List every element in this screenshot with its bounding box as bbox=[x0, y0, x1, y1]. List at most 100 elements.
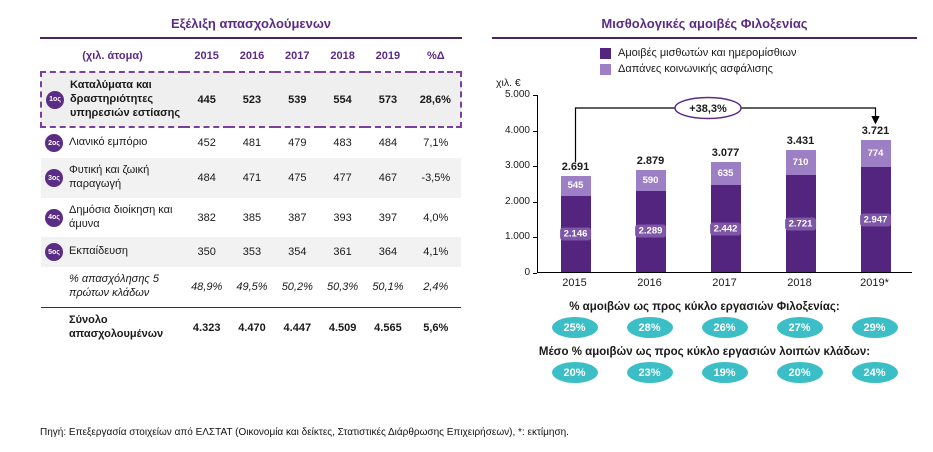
bar-segment-wages: 2.442 bbox=[709, 185, 742, 272]
wages-value-label: 2.721 bbox=[784, 217, 817, 231]
pct-badge: 29% bbox=[851, 317, 898, 338]
table-cell: 353 bbox=[242, 246, 262, 259]
sector-label-inner: % απασχόλησης 5 πρώτων κλάδων bbox=[45, 273, 182, 301]
table-cell: 7,1% bbox=[423, 137, 449, 150]
pct-badge: 27% bbox=[776, 317, 823, 338]
pct-badge: 25% bbox=[551, 317, 598, 338]
table-cell: 5,6% bbox=[410, 306, 461, 348]
bar-segment-social: 590 bbox=[635, 169, 666, 191]
x-axis-label: 2015 bbox=[562, 277, 587, 289]
table-cell: 475 bbox=[288, 172, 307, 184]
table-cell: 364 bbox=[378, 246, 398, 259]
table-cell: 4,0% bbox=[423, 211, 449, 224]
sector-label-inner: Σύνολο απασχολουμένων bbox=[45, 314, 182, 342]
y-tick-label: 2.000 bbox=[504, 195, 530, 207]
year-column-header: 2017 bbox=[274, 41, 320, 73]
pct-sections: % αμοιβών ως προς κύκλο εργασιών Φιλοξεν… bbox=[492, 301, 917, 383]
pct-oval-row: 25% 28% 26% 27% 29% bbox=[537, 317, 912, 338]
pct-cell: 29% bbox=[837, 317, 912, 338]
employment-table: (χιλ. άτομα) 2015 2016 2017 2018 2019 %Δ 1ος Κα… bbox=[39, 41, 463, 348]
wages-value-label: 2.442 bbox=[709, 222, 742, 236]
x-axis-label: 2016 bbox=[637, 277, 662, 289]
year-column-header: 2015 bbox=[184, 41, 230, 73]
table-cell: 2,4% bbox=[423, 281, 449, 293]
table-cell: 484 bbox=[197, 172, 216, 184]
bar-segment-social: 545 bbox=[560, 176, 591, 196]
right-panel-title: Μισθολογικές αμοιβές Φιλοξενίας bbox=[492, 16, 917, 39]
bar-segment-wages: 2.146 bbox=[559, 195, 592, 272]
pct-hospitality-heading: % αμοιβών ως προς κύκλο εργασιών Φιλοξεν… bbox=[569, 301, 840, 313]
y-tick-mark bbox=[533, 95, 537, 96]
sector-label: % απασχόλησης 5 πρώτων κλάδων bbox=[69, 273, 159, 299]
pct-cell: 20% bbox=[762, 362, 837, 383]
bar-segment-social: 635 bbox=[710, 162, 741, 186]
table-cell: 4.323 bbox=[184, 306, 230, 348]
sector-label-cell: 3ος Φυτική και ζωική παραγωγή bbox=[41, 158, 184, 198]
year-column-header: 2019 bbox=[365, 41, 411, 73]
sector-label-inner: 2ος Λιανικό εμπόριο bbox=[45, 134, 182, 153]
y-tick-label: 5.000 bbox=[504, 89, 530, 100]
table-cell: 573 bbox=[365, 70, 411, 129]
bar-segment-wages: 2.947 bbox=[859, 167, 892, 272]
table-cell: 361 bbox=[333, 246, 352, 259]
pct-badge: 20% bbox=[776, 362, 823, 383]
table-row: 1ος Καταλύματα και δραστηριότητες υπηρεσι… bbox=[39, 70, 463, 129]
pct-cell: 27% bbox=[762, 317, 837, 338]
table-cell: 484 bbox=[378, 137, 398, 150]
table-row: % απασχόλησης 5 πρώτων κλάδων 48,9% 49,5% 5… bbox=[41, 267, 461, 307]
pct-badge: 28% bbox=[626, 317, 673, 338]
table-cell: 385 bbox=[242, 211, 262, 224]
sector-label-inner: 1ος Καταλύματα και δραστηριότητες υπηρεσι… bbox=[46, 79, 182, 120]
table-cell: 4,1% bbox=[423, 246, 449, 259]
bar-column: 2.947 774 3.721 bbox=[838, 95, 913, 272]
source-note: Πηγή: Επεξεργασία στοιχείων από ΕΛΣΤΑΤ (… bbox=[40, 427, 569, 438]
legend-item: Αμοιβές μισθωτών και ημερομίσθιων bbox=[600, 47, 917, 59]
pct-badge: 26% bbox=[701, 317, 748, 338]
pct-badge: 20% bbox=[551, 362, 598, 383]
pct-cell: 26% bbox=[687, 317, 762, 338]
year-column-header: 2018 bbox=[319, 41, 366, 73]
rank-badge: 3ος bbox=[45, 169, 63, 187]
legend-swatch bbox=[600, 47, 611, 59]
pct-oval-row: 20% 23% 19% 20% 24% bbox=[537, 362, 912, 383]
chart-plot: 2.146 545 2.691 2.289 590 2.879 2.442 635 3.077 2… bbox=[537, 95, 912, 273]
table-cell: 382 bbox=[197, 211, 216, 224]
bar-total-label: 3.077 bbox=[711, 147, 740, 160]
pct-cell: 19% bbox=[687, 362, 762, 383]
table-cell: 4.565 bbox=[365, 306, 411, 348]
sector-label-cell: 4ος Δημόσια διοίκηση και άμυνα bbox=[41, 198, 184, 238]
bar-segment-social: 710 bbox=[785, 149, 816, 176]
sector-label: Δημόσια διοίκηση και άμυνα bbox=[69, 203, 173, 230]
social-value-label: 710 bbox=[792, 157, 809, 168]
table-cell: 481 bbox=[242, 137, 262, 150]
rank-badge: 4ος bbox=[45, 208, 63, 227]
left-panel-title: Εξέλιξη απασχολούμενων bbox=[40, 16, 462, 39]
table-row: 2ος Λιανικό εμπόριο 452 481 479 483 484 7,1% bbox=[41, 127, 461, 158]
bar-segment-social: 774 bbox=[860, 139, 891, 168]
unit-header: (χιλ. άτομα) bbox=[41, 41, 185, 73]
table-row: 5ος Εκπαίδευση 350 353 354 361 364 4,1% bbox=[41, 237, 461, 268]
table-row: 3ος Φυτική και ζωική παραγωγή 484 471 475 477… bbox=[41, 158, 461, 198]
table-cell: 452 bbox=[197, 137, 216, 150]
sector-label: Σύνολο απασχολουμένων bbox=[69, 313, 164, 340]
table-cell: 350 bbox=[197, 246, 216, 259]
sector-label-inner: 3ος Φυτική και ζωική παραγωγή bbox=[45, 164, 182, 192]
pct-cell: 23% bbox=[612, 362, 687, 383]
legend-swatch bbox=[600, 63, 611, 75]
sector-label-cell: Σύνολο απασχολουμένων bbox=[41, 306, 185, 348]
pct-cell: 28% bbox=[612, 317, 687, 338]
table-cell: 523 bbox=[229, 70, 275, 129]
y-axis-unit-label: χιλ. € bbox=[496, 77, 521, 89]
table-cell: 28,6% bbox=[410, 70, 463, 129]
y-tick-label: 0 bbox=[524, 267, 530, 278]
x-axis-label: 2017 bbox=[712, 277, 737, 289]
bar-column: 2.289 590 2.879 bbox=[613, 95, 688, 272]
y-tick-label: 4.000 bbox=[504, 124, 530, 136]
pct-cell: 24% bbox=[837, 362, 912, 383]
wages-panel: Μισθολογικές αμοιβές Φιλοξενίας Αμοιβές … bbox=[492, 16, 917, 383]
y-tick-mark bbox=[533, 273, 537, 274]
sector-label: Καταλύματα και δραστηριότητες υπηρεσιών … bbox=[70, 79, 181, 119]
sector-label: Φυτική και ζωική παραγωγή bbox=[69, 164, 150, 190]
bar-segment-wages: 2.289 bbox=[634, 190, 667, 272]
sector-label-inner: 5ος Εκπαίδευση bbox=[45, 243, 182, 262]
